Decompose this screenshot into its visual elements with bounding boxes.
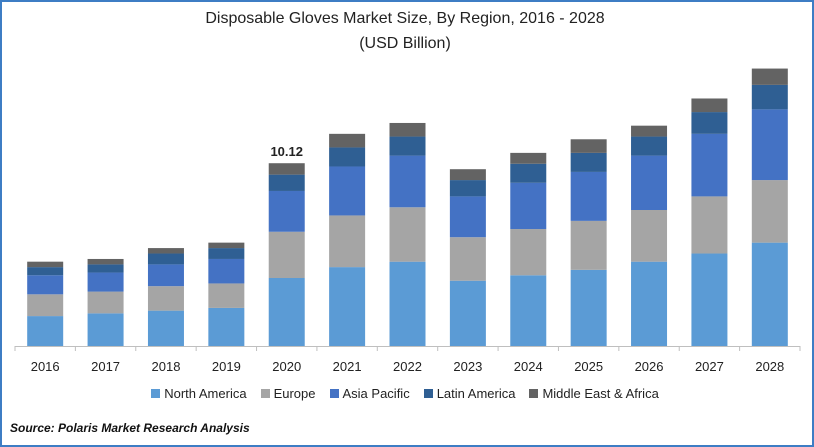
- bar-segment-2018-europe: [147, 286, 184, 311]
- bar-segment-2024-asia-pacific: [510, 182, 547, 230]
- legend-label: North America: [164, 386, 247, 401]
- bar-segment-2021-asia-pacific: [329, 166, 366, 216]
- bar-segment-2022-europe: [389, 207, 426, 262]
- bar-segment-2016-europe: [27, 294, 64, 317]
- bar-segment-2021-north-america: [329, 267, 366, 346]
- bar-segment-2022-asia-pacific: [389, 155, 426, 208]
- bar-segment-2023-europe: [449, 237, 486, 281]
- x-tick-label: 2027: [695, 359, 724, 374]
- legend-item-latin-america: Latin America: [423, 386, 516, 401]
- bar-segment-2026-middle-east-africa: [631, 125, 668, 137]
- legend-item-europe: Europe: [260, 386, 316, 401]
- bar-segment-2017-latin-america: [87, 264, 124, 273]
- bar-segment-2025-latin-america: [570, 152, 607, 172]
- bar-segment-2024-europe: [510, 229, 547, 276]
- bar-segment-2021-latin-america: [329, 147, 366, 167]
- bar-segment-2024-north-america: [510, 275, 547, 346]
- legend-item-asia-pacific: Asia Pacific: [329, 386, 410, 401]
- bar-segment-2019-latin-america: [208, 248, 245, 259]
- bar-segment-2016-middle-east-africa: [27, 261, 64, 268]
- bar-segment-2017-north-america: [87, 313, 124, 346]
- legend-item-middle-east-africa: Middle East & Africa: [529, 386, 659, 401]
- x-tick-label: 2026: [635, 359, 664, 374]
- bar-segment-2026-asia-pacific: [631, 155, 668, 210]
- x-tick-label: 2018: [152, 359, 181, 374]
- bar-segment-2027-latin-america: [691, 112, 728, 134]
- bar-segment-2023-asia-pacific: [449, 196, 486, 238]
- bar-segment-2021-middle-east-africa: [329, 133, 366, 148]
- bar-segment-2023-latin-america: [449, 180, 486, 197]
- x-tick-label: 2021: [333, 359, 362, 374]
- bar-segment-2025-middle-east-africa: [570, 139, 607, 153]
- source-note: Source: Polaris Market Research Analysis: [10, 421, 250, 435]
- legend-item-north-america: North America: [151, 386, 247, 401]
- bar-segment-2020-europe: [268, 231, 305, 278]
- legend-label: Europe: [273, 386, 316, 401]
- bar-segment-2025-north-america: [570, 269, 607, 346]
- x-tick-label: 2023: [453, 359, 482, 374]
- legend-swatch: [151, 389, 161, 398]
- legend-swatch: [260, 389, 270, 398]
- bar-segment-2022-north-america: [389, 261, 426, 346]
- bar-segment-2018-middle-east-africa: [147, 248, 184, 254]
- bar-segment-2027-europe: [691, 196, 728, 254]
- legend-label: Latin America: [436, 386, 516, 401]
- bar-segment-2020-asia-pacific: [268, 190, 305, 232]
- bar-segment-2018-asia-pacific: [147, 264, 184, 287]
- bar-segment-2020-latin-america: [268, 174, 305, 191]
- x-tick-label: 2019: [212, 359, 241, 374]
- bar-segment-2028-asia-pacific: [751, 109, 788, 181]
- bar-segment-2024-middle-east-africa: [510, 152, 547, 164]
- legend-label: Middle East & Africa: [542, 386, 659, 401]
- data-label-2020: 10.12: [270, 144, 303, 159]
- bar-segment-2021-europe: [329, 215, 366, 268]
- bar-segment-2026-north-america: [631, 261, 668, 346]
- legend-swatch: [423, 389, 433, 398]
- bar-segment-2018-north-america: [147, 310, 184, 346]
- bar-segment-2016-asia-pacific: [27, 275, 64, 295]
- bar-segment-2019-europe: [208, 283, 245, 308]
- bar-segment-2024-latin-america: [510, 163, 547, 183]
- bar-segment-2017-asia-pacific: [87, 272, 124, 292]
- bar-segment-2017-middle-east-africa: [87, 258, 124, 265]
- bar-segment-2028-middle-east-africa: [751, 68, 788, 85]
- legend-swatch: [329, 389, 339, 398]
- x-tick-label: 2024: [514, 359, 543, 374]
- bar-segment-2023-north-america: [449, 280, 486, 346]
- legend-swatch: [529, 389, 539, 398]
- bar-segment-2025-europe: [570, 220, 607, 270]
- bar-segment-2016-north-america: [27, 316, 64, 346]
- bar-segment-2027-middle-east-africa: [691, 98, 728, 113]
- x-tick-label: 2022: [393, 359, 422, 374]
- x-tick-label: 2028: [755, 359, 784, 374]
- chart-title: Disposable Gloves Market Size, By Region…: [205, 10, 605, 27]
- bar-segment-2019-middle-east-africa: [208, 242, 245, 249]
- bar-segment-2017-europe: [87, 291, 124, 314]
- x-tick-label: 2025: [574, 359, 603, 374]
- bar-segment-2019-north-america: [208, 307, 245, 346]
- bar-segment-2020-north-america: [268, 278, 305, 346]
- bar-segment-2022-latin-america: [389, 136, 426, 156]
- bar-segment-2020-middle-east-africa: [268, 163, 305, 175]
- bar-segment-2026-latin-america: [631, 136, 668, 156]
- chart-subtitle: (USD Billion): [359, 35, 451, 52]
- x-tick-label: 2016: [31, 359, 60, 374]
- bar-segment-2023-middle-east-africa: [449, 169, 486, 181]
- bar-segment-2026-europe: [631, 210, 668, 262]
- bar-segment-2016-latin-america: [27, 267, 64, 276]
- bar-segment-2027-north-america: [691, 253, 728, 346]
- bar-segment-2028-europe: [751, 180, 788, 243]
- legend-label: Asia Pacific: [342, 386, 410, 401]
- bar-segment-2025-asia-pacific: [570, 171, 607, 221]
- bar-segment-2019-asia-pacific: [208, 258, 245, 284]
- bar-segment-2018-latin-america: [147, 253, 184, 265]
- bar-segment-2028-latin-america: [751, 84, 788, 110]
- bar-segment-2022-middle-east-africa: [389, 122, 426, 137]
- x-tick-label: 2020: [272, 359, 301, 374]
- bar-segment-2028-north-america: [751, 242, 788, 346]
- x-tick-label: 2017: [91, 359, 120, 374]
- chart-legend: North America Europe Asia Pacific Latin …: [0, 386, 810, 401]
- bar-segment-2027-asia-pacific: [691, 133, 728, 197]
